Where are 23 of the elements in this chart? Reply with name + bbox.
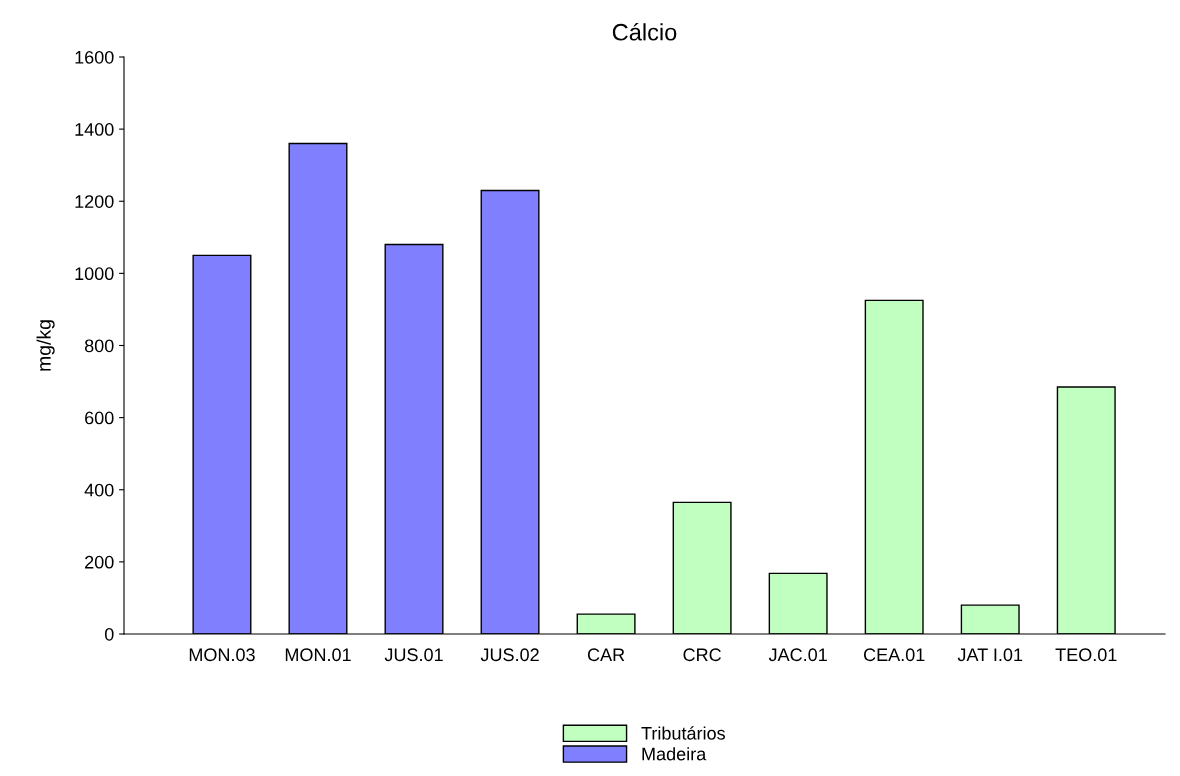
x-tick-label: JAC.01: [768, 648, 827, 662]
x-tick-label: CRC: [683, 648, 721, 662]
y-tick-label: 1600: [75, 50, 114, 64]
y-tick-label: 1200: [75, 195, 114, 208]
y-tick-label: 0: [104, 627, 114, 641]
x-tick-label: JUS.01: [384, 648, 443, 662]
y-tick-label: 600: [85, 411, 114, 425]
y-tick-label: 200: [85, 555, 114, 569]
x-tick-label: JUS.02: [480, 648, 539, 662]
x-tick-label: TEO.01: [1055, 648, 1117, 662]
legend-label: Tributários: [641, 726, 725, 740]
x-tick-label: CAR: [587, 648, 625, 662]
chart-title: Cálcio: [612, 22, 677, 41]
x-tick-label: CEA.01: [863, 648, 925, 662]
y-tick-label: 800: [84, 339, 114, 353]
x-tick-label: JAT I.01: [957, 648, 1023, 662]
y-tick-label: 400: [84, 483, 114, 497]
y-tick-label: 1000: [75, 267, 114, 281]
x-tick-label: MON.03: [189, 648, 255, 662]
y-tick-label: 1400: [75, 123, 114, 136]
legend-label: Madeira: [642, 747, 707, 761]
y-axis-title: mg/kg: [36, 320, 55, 371]
x-tick-label: MON.01: [285, 648, 351, 662]
